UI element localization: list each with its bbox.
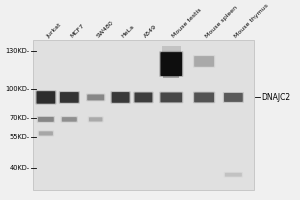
- FancyBboxPatch shape: [225, 173, 242, 177]
- Text: Mouse testis: Mouse testis: [171, 7, 203, 39]
- Text: Mouse thymus: Mouse thymus: [233, 3, 269, 39]
- FancyBboxPatch shape: [223, 92, 244, 103]
- Text: DNAJC2: DNAJC2: [261, 93, 290, 102]
- Text: 55KD-: 55KD-: [10, 134, 30, 140]
- FancyBboxPatch shape: [61, 116, 78, 123]
- Text: 100KD-: 100KD-: [5, 86, 30, 92]
- FancyBboxPatch shape: [224, 172, 243, 178]
- FancyBboxPatch shape: [62, 117, 77, 122]
- FancyBboxPatch shape: [35, 90, 56, 105]
- FancyBboxPatch shape: [162, 58, 180, 62]
- FancyBboxPatch shape: [160, 52, 182, 76]
- FancyBboxPatch shape: [110, 91, 131, 104]
- FancyBboxPatch shape: [38, 117, 54, 122]
- FancyBboxPatch shape: [224, 93, 243, 102]
- Text: 130KD-: 130KD-: [6, 48, 30, 54]
- FancyBboxPatch shape: [88, 116, 103, 122]
- Text: 70KD-: 70KD-: [10, 115, 30, 121]
- FancyBboxPatch shape: [193, 92, 215, 103]
- Text: A549: A549: [143, 24, 158, 39]
- FancyBboxPatch shape: [162, 50, 181, 54]
- FancyBboxPatch shape: [193, 55, 215, 68]
- FancyBboxPatch shape: [89, 117, 102, 121]
- FancyBboxPatch shape: [162, 46, 181, 50]
- FancyBboxPatch shape: [194, 93, 214, 102]
- FancyBboxPatch shape: [38, 130, 54, 136]
- FancyBboxPatch shape: [134, 93, 152, 102]
- FancyBboxPatch shape: [160, 93, 182, 102]
- Text: Jurkat: Jurkat: [46, 22, 62, 39]
- FancyBboxPatch shape: [163, 74, 179, 78]
- FancyBboxPatch shape: [86, 94, 105, 101]
- FancyBboxPatch shape: [87, 94, 104, 100]
- FancyBboxPatch shape: [162, 54, 181, 58]
- Text: MCF7: MCF7: [69, 23, 85, 39]
- FancyBboxPatch shape: [59, 91, 80, 104]
- FancyBboxPatch shape: [163, 66, 180, 70]
- FancyBboxPatch shape: [159, 92, 183, 103]
- FancyBboxPatch shape: [37, 91, 55, 104]
- FancyBboxPatch shape: [39, 131, 53, 136]
- FancyBboxPatch shape: [163, 70, 180, 74]
- FancyBboxPatch shape: [60, 92, 79, 103]
- FancyBboxPatch shape: [194, 56, 214, 67]
- FancyBboxPatch shape: [112, 92, 130, 103]
- FancyBboxPatch shape: [159, 51, 183, 77]
- Text: HeLa: HeLa: [121, 24, 135, 39]
- Text: Mouse spleen: Mouse spleen: [204, 5, 238, 39]
- Text: 40KD-: 40KD-: [10, 165, 30, 171]
- FancyBboxPatch shape: [37, 116, 55, 123]
- FancyBboxPatch shape: [163, 62, 180, 66]
- Text: SW480: SW480: [96, 20, 115, 39]
- FancyBboxPatch shape: [133, 92, 154, 103]
- FancyBboxPatch shape: [33, 40, 254, 190]
